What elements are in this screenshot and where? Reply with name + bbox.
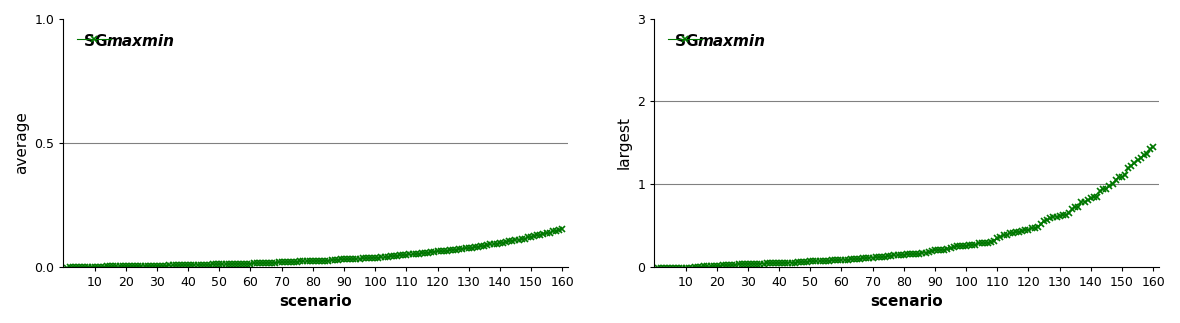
Y-axis label: average: average: [14, 111, 28, 174]
Y-axis label: largest: largest: [617, 116, 631, 169]
X-axis label: scenario: scenario: [871, 294, 943, 309]
X-axis label: scenario: scenario: [280, 294, 353, 309]
Legend: : [662, 26, 715, 54]
Text: SG: SG: [84, 34, 112, 49]
Text: maxmin: maxmin: [106, 34, 175, 49]
Legend: : [71, 26, 125, 54]
Text: SG: SG: [675, 34, 703, 49]
Text: maxmin: maxmin: [697, 34, 766, 49]
